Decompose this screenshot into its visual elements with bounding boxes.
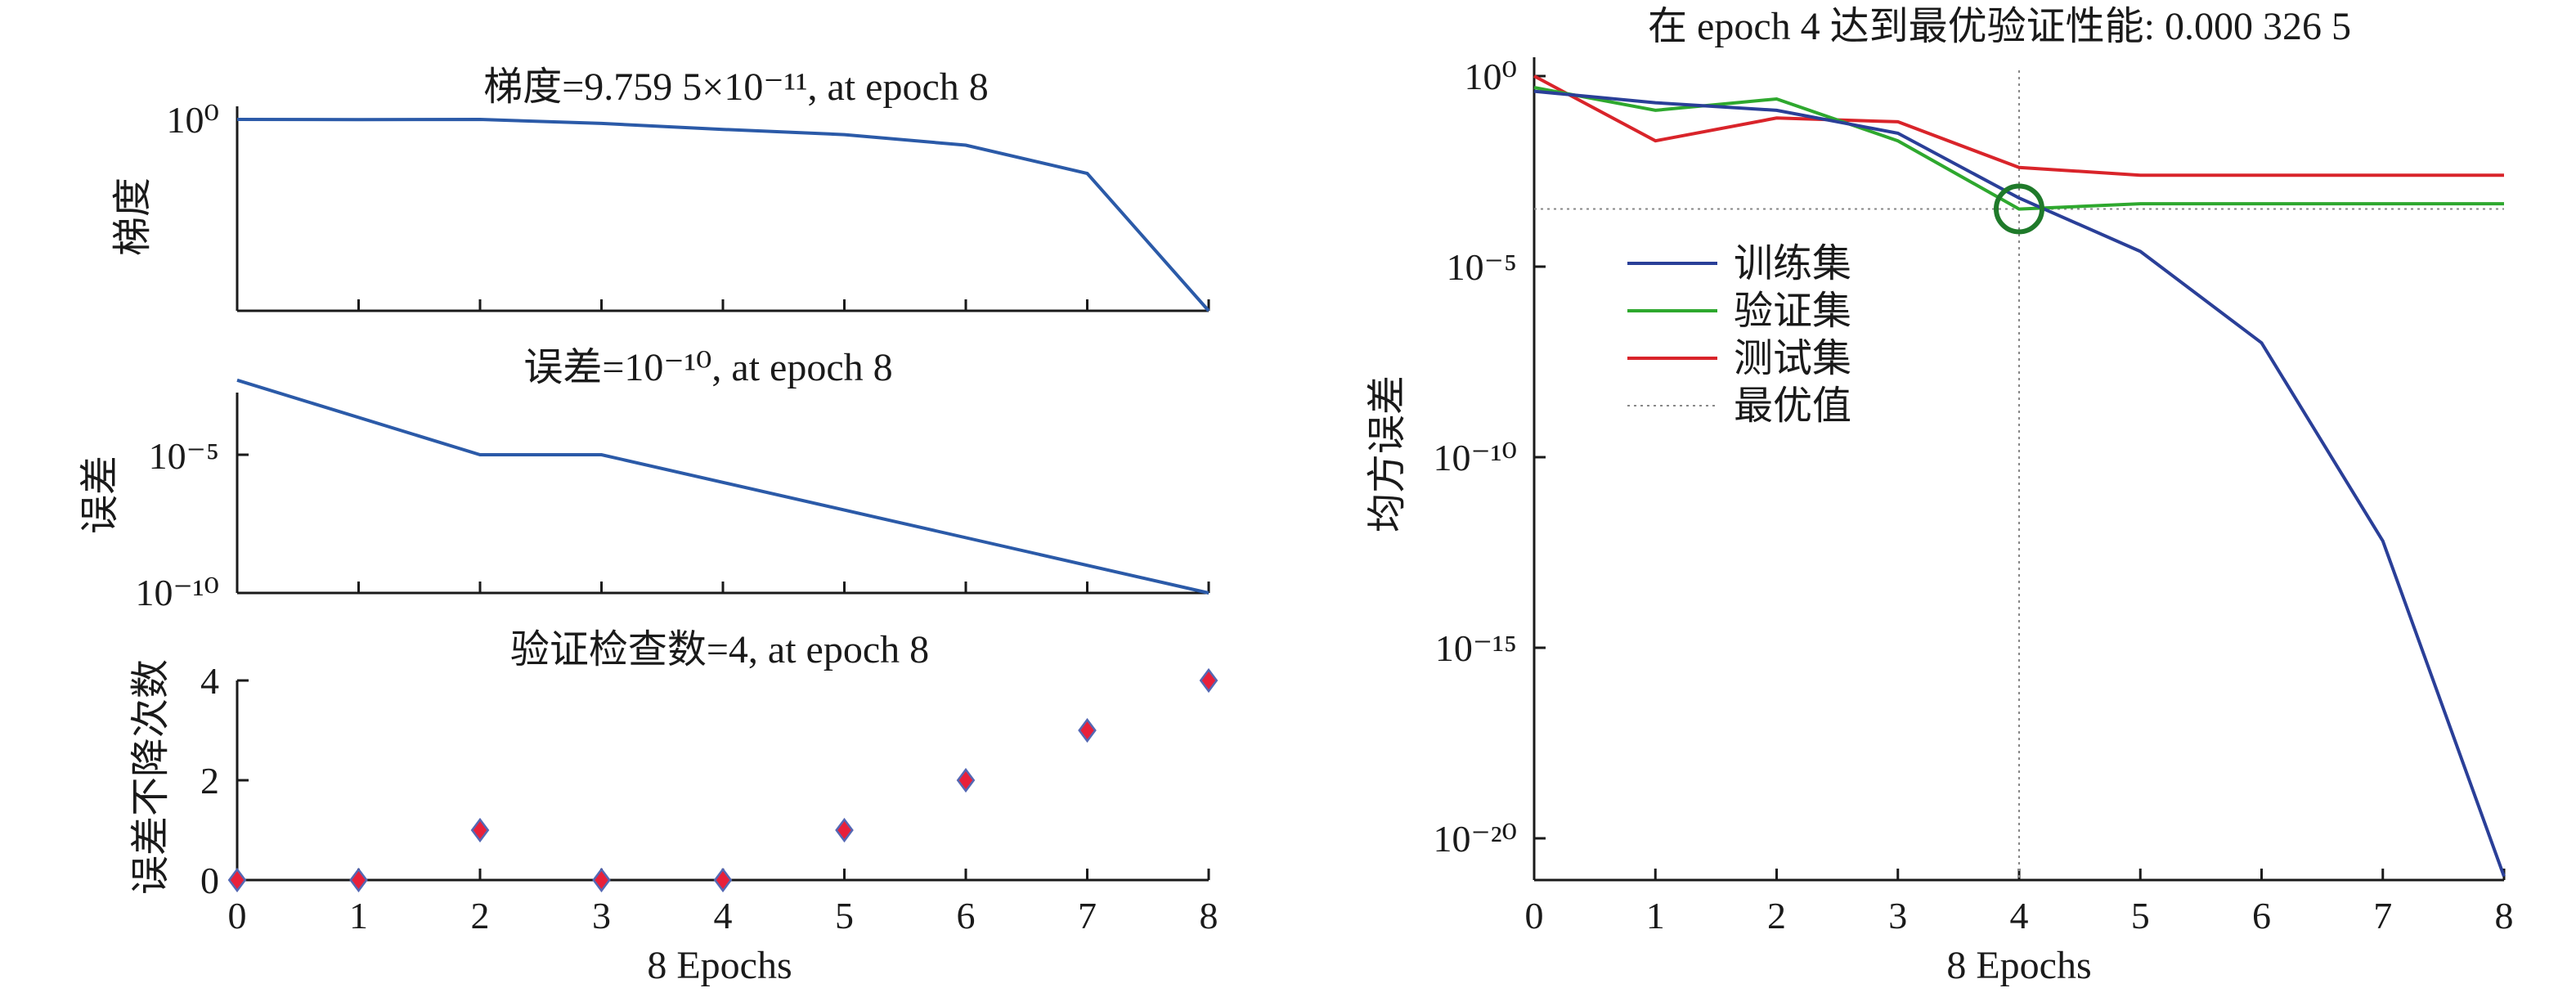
mse-xtick-label: 3: [1888, 895, 1907, 936]
val-check-marker: [349, 867, 368, 893]
error-panel: 误差=10⁻¹⁰, at epoch 8 误差 10⁻⁵ 10⁻¹⁰: [79, 346, 1210, 613]
legend-label-val: 验证集: [1734, 290, 1851, 333]
mse-xtick-label: 5: [2131, 895, 2150, 936]
series-line-test: [1533, 74, 2504, 177]
val-check-ytick-label: 4: [200, 660, 219, 702]
val-check-marker: [1078, 717, 1097, 743]
mse-xtick-label: 0: [1525, 895, 1544, 936]
mse-xtick-label: 8: [2495, 895, 2514, 936]
error-title: 误差=10⁻¹⁰, at epoch 8: [523, 346, 892, 389]
val-check-xlabel: 8 Epochs: [647, 944, 792, 987]
error-line: [236, 378, 1209, 595]
val-check-marker: [592, 867, 611, 893]
mse-xtick-label: 1: [1646, 895, 1665, 936]
val-check-xtick-label: 2: [471, 895, 490, 936]
val-check-xtick-label: 8: [1200, 895, 1218, 936]
val-check-xtick-label: 1: [349, 895, 368, 936]
gradient-x-ticks: [236, 299, 1210, 311]
val-check-xtick-label: 7: [1078, 895, 1097, 936]
val-check-x-ticks: 0 1 2 3 4 5 6 7 8: [228, 869, 1218, 936]
gradient-ytick-label: 10⁰: [167, 99, 219, 141]
val-check-marker: [956, 767, 976, 793]
mse-xtick-label: 7: [2373, 895, 2392, 936]
val-check-marker: [835, 817, 854, 843]
val-check-markers: [227, 667, 1218, 893]
gradient-ylabel: 梯度: [111, 177, 155, 256]
mse-panel: 在 epoch 4 达到最优验证性能: 0.000 326 5 均方误差 0 1 2…: [1366, 5, 2514, 987]
mse-title: 在 epoch 4 达到最优验证性能: 0.000 326 5: [1648, 5, 2351, 48]
val-check-xtick-label: 6: [957, 895, 976, 936]
error-ylabel: 误差: [79, 456, 122, 534]
legend-label-train: 训练集: [1734, 242, 1851, 285]
gradient-panel: 梯度=9.759 5×10⁻¹¹, at epoch 8 梯度 10⁰: [111, 65, 1210, 312]
best-marker-circle: [1994, 183, 2044, 235]
mse-x-ticks: 0 1 2 3 4 5 6 7 8: [1525, 869, 2514, 936]
val-check-marker: [227, 867, 247, 893]
error-ytick-label-2: 10⁻¹⁰: [135, 572, 219, 613]
mse-ytick-label: 10⁻²⁰: [1433, 818, 1517, 860]
val-check-marker: [1199, 667, 1218, 694]
mse-ytick-label: 10⁻¹⁵: [1435, 627, 1517, 669]
mse-y-ticks: 10⁰ 10⁻⁵ 10⁻¹⁰ 10⁻¹⁵ 10⁻²⁰: [1433, 56, 1546, 860]
mse-ytick-label: 10⁰: [1465, 56, 1517, 97]
mse-xtick-label: 6: [2252, 895, 2271, 936]
val-check-panel: 验证检查数=4, at epoch 8 误差不降次数 0 1 2 3 4 5 6 7 8 0 2 4…: [129, 628, 1218, 987]
legend: 训练集 验证集 测试集 最优值: [1627, 242, 1851, 428]
mse-xlabel: 8 Epochs: [1946, 944, 2091, 987]
val-check-title: 验证检查数=4, at epoch 8: [510, 628, 929, 671]
val-check-ytick-label: 0: [200, 860, 219, 901]
mse-xtick-label: 2: [1767, 895, 1786, 936]
val-check-ytick-label: 2: [200, 760, 219, 802]
legend-label-test: 测试集: [1734, 337, 1851, 380]
val-check-xtick-label: 5: [835, 895, 854, 936]
mse-ytick-label: 10⁻⁵: [1447, 246, 1517, 288]
mse-xtick-label: 4: [2010, 895, 2029, 936]
gradient-title: 梯度=9.759 5×10⁻¹¹, at epoch 8: [483, 65, 989, 109]
val-check-xtick-label: 0: [228, 895, 247, 936]
error-ytick-label-1: 10⁻⁵: [149, 435, 219, 477]
val-check-marker: [470, 817, 490, 843]
val-check-xtick-label: 4: [714, 895, 733, 936]
val-check-ylabel: 误差不降次数: [129, 659, 173, 895]
val-check-marker: [713, 867, 733, 893]
error-x-ticks: [236, 582, 1210, 593]
mse-ylabel: 均方误差: [1366, 375, 1409, 532]
gradient-line: [236, 117, 1210, 312]
legend-label-best: 最优值: [1734, 384, 1851, 428]
series-line-train: [1533, 89, 2506, 878]
val-check-y-ticks: 0 2 4: [200, 660, 249, 901]
mse-ytick-label: 10⁻¹⁰: [1433, 437, 1517, 478]
val-check-xtick-label: 3: [592, 895, 611, 936]
